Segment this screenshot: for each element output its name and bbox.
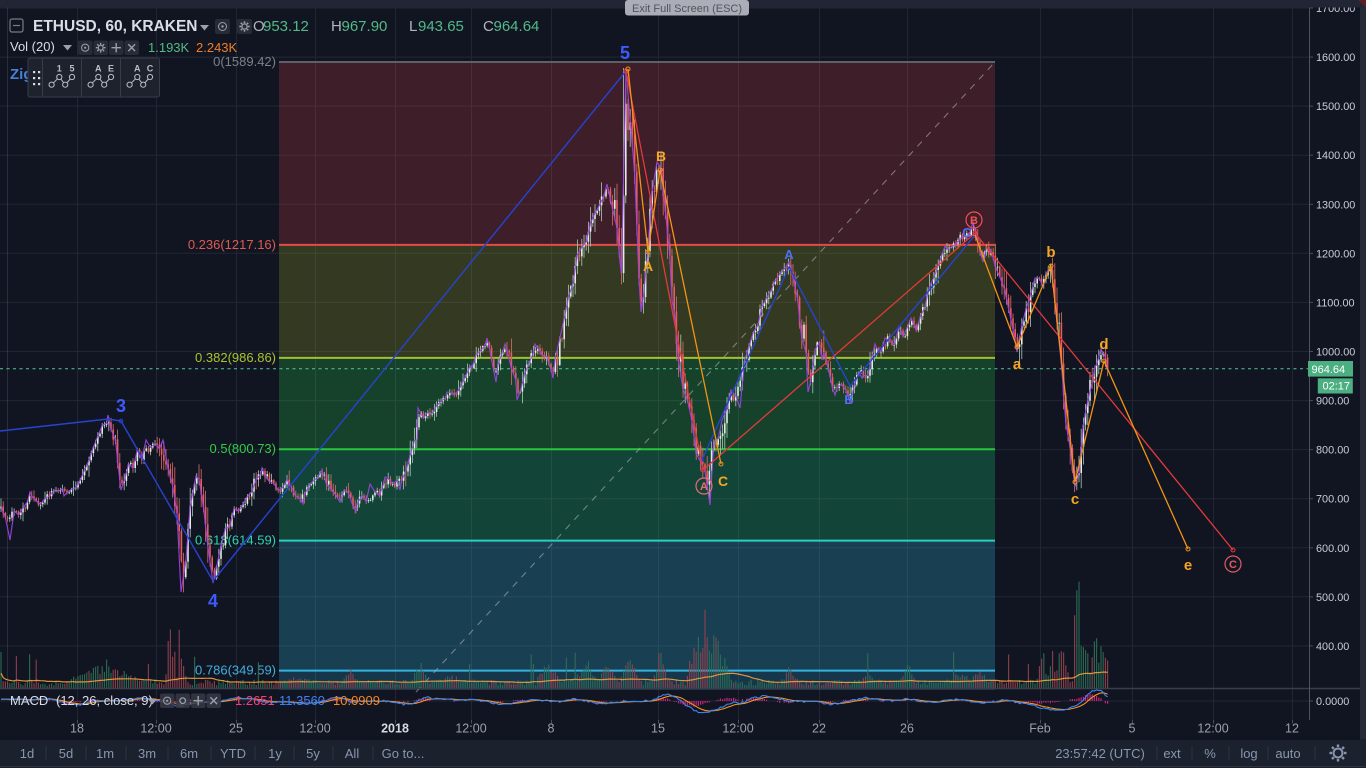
svg-text:0.236(1217.16): 0.236(1217.16) xyxy=(188,237,276,252)
svg-text:d: d xyxy=(1099,336,1108,353)
svg-text:O: O xyxy=(253,18,265,35)
svg-text:E: E xyxy=(108,64,114,74)
svg-text:1400.00: 1400.00 xyxy=(1316,150,1355,162)
svg-text:12:00: 12:00 xyxy=(140,722,171,736)
svg-text:A: A xyxy=(95,64,102,74)
svg-text:C: C xyxy=(962,225,972,240)
svg-text:A: A xyxy=(700,481,708,493)
svg-text:3m: 3m xyxy=(138,746,156,761)
svg-text:18: 18 xyxy=(70,722,84,736)
svg-text:12:00: 12:00 xyxy=(299,722,330,736)
svg-text:943.65: 943.65 xyxy=(418,18,464,35)
svg-text:12: 12 xyxy=(1285,722,1299,736)
svg-text:1d: 1d xyxy=(20,746,34,761)
svg-text:23:57:42 (UTC): 23:57:42 (UTC) xyxy=(1055,746,1145,761)
svg-text:1600.00: 1600.00 xyxy=(1316,52,1355,64)
svg-text:B: B xyxy=(844,392,853,407)
svg-text:1300.00: 1300.00 xyxy=(1316,199,1355,211)
svg-text:12:00: 12:00 xyxy=(455,722,486,736)
svg-text:%: % xyxy=(1204,746,1216,761)
svg-text:1500.00: 1500.00 xyxy=(1316,101,1355,113)
svg-text:1.193K: 1.193K xyxy=(148,40,190,55)
svg-text:c: c xyxy=(1071,491,1079,508)
svg-text:8: 8 xyxy=(548,722,555,736)
svg-text:1000.00: 1000.00 xyxy=(1316,347,1355,359)
svg-text:3: 3 xyxy=(116,396,126,416)
svg-text:b: b xyxy=(1046,244,1055,261)
svg-text:0.618(614.59): 0.618(614.59) xyxy=(195,533,276,548)
svg-text:Exit Full Screen (ESC): Exit Full Screen (ESC) xyxy=(632,3,742,15)
svg-text:4: 4 xyxy=(208,591,218,611)
svg-text:H: H xyxy=(331,18,342,35)
svg-text:C: C xyxy=(718,473,728,489)
svg-text:Zig: Zig xyxy=(10,66,33,83)
svg-text:YTD: YTD xyxy=(220,746,246,761)
svg-text:12:00: 12:00 xyxy=(1197,722,1228,736)
svg-text:1200.00: 1200.00 xyxy=(1316,248,1355,260)
svg-text:log: log xyxy=(1240,746,1257,761)
svg-text:L: L xyxy=(409,18,417,35)
svg-text:600.00: 600.00 xyxy=(1316,543,1349,555)
svg-text:1.2651: 1.2651 xyxy=(235,693,275,708)
svg-text:2018: 2018 xyxy=(381,722,409,736)
svg-text:C: C xyxy=(147,64,154,74)
svg-text:967.90: 967.90 xyxy=(342,18,388,35)
svg-text:11.3560: 11.3560 xyxy=(279,693,325,708)
svg-text:964.64: 964.64 xyxy=(494,18,540,35)
svg-text:0.382(986.86): 0.382(986.86) xyxy=(195,350,276,365)
svg-text:Feb: Feb xyxy=(1029,722,1051,736)
svg-text:964.64: 964.64 xyxy=(1312,364,1346,376)
svg-text:A: A xyxy=(784,247,794,262)
svg-text:5: 5 xyxy=(620,43,630,63)
svg-text:800.00: 800.00 xyxy=(1316,445,1349,457)
svg-text:1100.00: 1100.00 xyxy=(1316,297,1355,309)
svg-text:0(1589.42): 0(1589.42) xyxy=(213,54,276,69)
svg-text:10.0909: 10.0909 xyxy=(333,693,380,708)
svg-text:25: 25 xyxy=(229,722,243,736)
svg-text:2.243K: 2.243K xyxy=(196,40,238,55)
svg-text:C: C xyxy=(1229,559,1237,571)
svg-text:900.00: 900.00 xyxy=(1316,396,1349,408)
svg-text:Vol (20): Vol (20) xyxy=(10,39,55,54)
svg-text:(12, 26, close, 9): (12, 26, close, 9) xyxy=(56,693,153,708)
svg-text:5d: 5d xyxy=(59,746,73,761)
svg-text:953.12: 953.12 xyxy=(263,18,309,35)
svg-text:700.00: 700.00 xyxy=(1316,494,1349,506)
svg-text:auto: auto xyxy=(1275,746,1300,761)
svg-text:All: All xyxy=(345,746,360,761)
svg-text:6m: 6m xyxy=(180,746,198,761)
svg-text:1: 1 xyxy=(57,64,62,74)
svg-text:a: a xyxy=(1013,356,1022,373)
svg-text:5: 5 xyxy=(1129,722,1136,736)
svg-text:0.5(800.73): 0.5(800.73) xyxy=(210,441,277,456)
svg-text:02:17: 02:17 xyxy=(1323,381,1351,393)
svg-text:B: B xyxy=(970,215,978,227)
svg-text:e: e xyxy=(1184,557,1192,574)
svg-text:0.0000: 0.0000 xyxy=(1316,696,1349,708)
svg-text:C: C xyxy=(483,18,494,35)
svg-text:ext: ext xyxy=(1163,746,1181,761)
svg-text:5y: 5y xyxy=(306,746,320,761)
svg-text:26: 26 xyxy=(900,722,914,736)
svg-text:12:00: 12:00 xyxy=(722,722,753,736)
svg-text:ETHUSD, 60, KRAKEN: ETHUSD, 60, KRAKEN xyxy=(33,18,198,35)
svg-text:A: A xyxy=(134,64,141,74)
svg-text:B: B xyxy=(656,148,666,164)
svg-text:A: A xyxy=(643,258,653,274)
svg-text:1m: 1m xyxy=(96,746,114,761)
svg-text:MACD: MACD xyxy=(10,693,48,708)
svg-text:Go to...: Go to... xyxy=(382,746,425,761)
svg-text:400.00: 400.00 xyxy=(1316,641,1349,653)
svg-text:15: 15 xyxy=(651,722,665,736)
svg-text:500.00: 500.00 xyxy=(1316,592,1349,604)
svg-text:1y: 1y xyxy=(268,746,282,761)
svg-text:0.786(349.59): 0.786(349.59) xyxy=(195,663,276,678)
svg-text:5: 5 xyxy=(69,64,74,74)
svg-text:22: 22 xyxy=(812,722,826,736)
